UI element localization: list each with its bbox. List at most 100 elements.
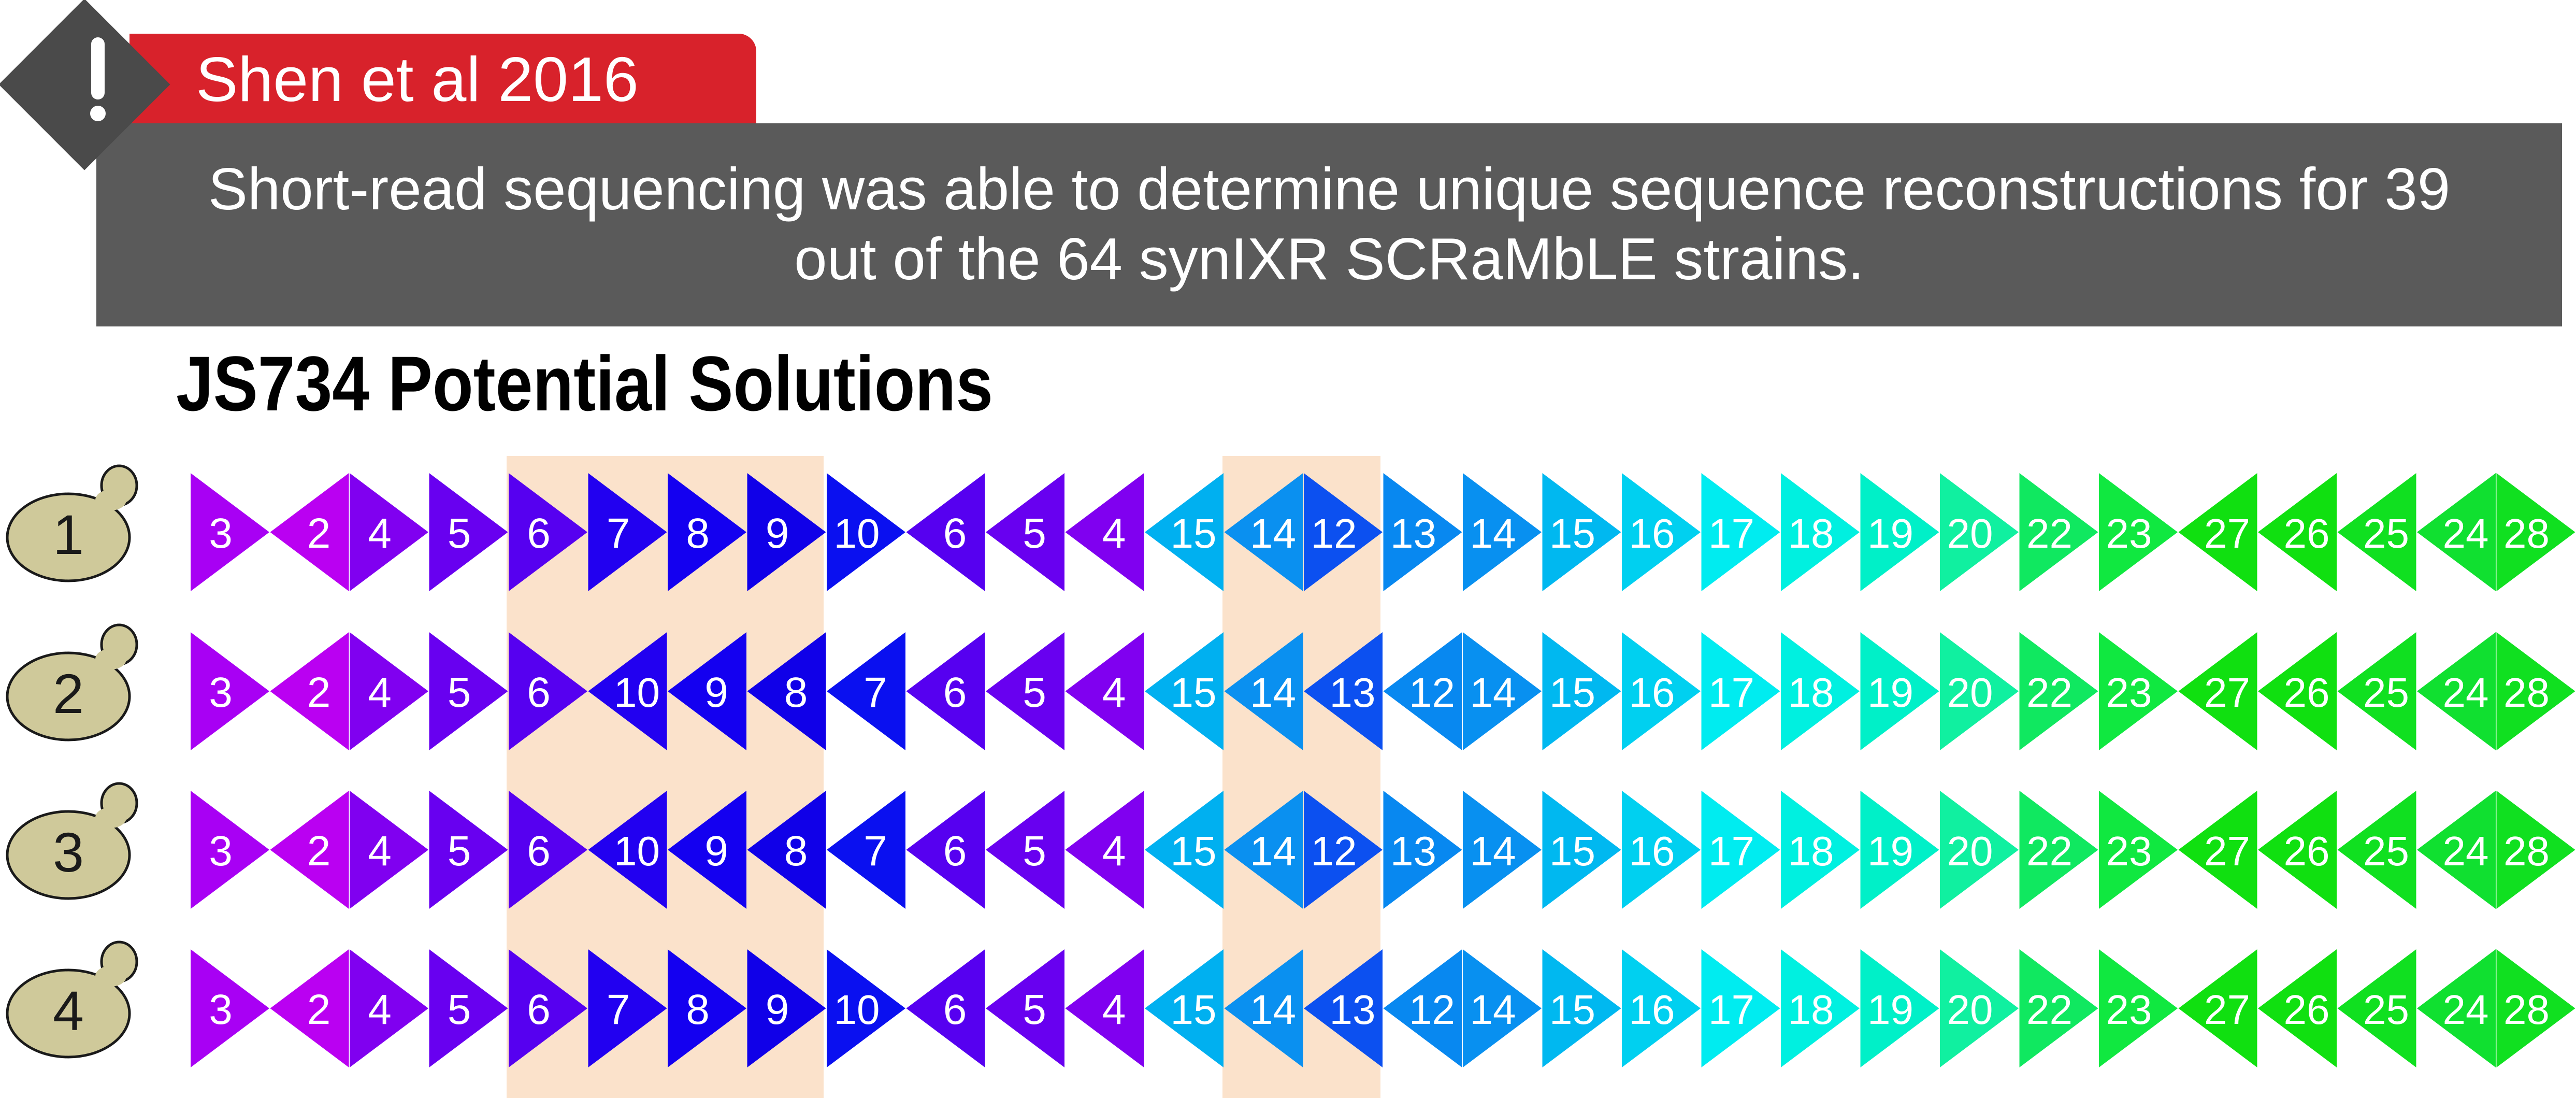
segment-label: 2 [307, 510, 331, 557]
segment-label: 12 [1409, 987, 1455, 1033]
segment-triangle [2099, 949, 2178, 1067]
segment-triangle [1622, 949, 1701, 1067]
segment-label: 5 [448, 669, 471, 716]
segment-label: 15 [1171, 510, 1217, 557]
segment-triangle [270, 473, 349, 591]
segment-triangle [1463, 473, 1542, 591]
solution-label: 1 [53, 503, 84, 566]
segment-label: 16 [1629, 987, 1675, 1033]
segment-triangle [2258, 949, 2337, 1067]
segment-triangle [747, 632, 826, 750]
segment-triangle [1781, 632, 1860, 750]
segment-triangle [1383, 473, 1462, 591]
segment-triangle [906, 473, 985, 591]
segment-triangle [1304, 632, 1383, 750]
segment-label: 25 [2363, 828, 2409, 874]
segment-label: 20 [1947, 987, 1993, 1033]
segment-label: 13 [1390, 510, 1436, 557]
segment-triangle [1701, 632, 1780, 750]
segment-triangle [1940, 791, 2019, 909]
segment-triangle [1383, 949, 1462, 1067]
segment-label: 8 [784, 828, 808, 875]
segment-triangle [986, 632, 1064, 750]
segment-triangle [2417, 632, 2496, 750]
segment-label: 13 [1330, 987, 1376, 1033]
segment-triangle [1463, 791, 1542, 909]
segment-triangle [588, 473, 667, 591]
segment-label: 4 [368, 510, 392, 557]
notice-text: Short-read sequencing was able to determ… [96, 154, 2562, 294]
segment-label: 27 [2204, 669, 2250, 716]
segment-triangle [986, 473, 1064, 591]
segment-triangle [2337, 949, 2416, 1067]
segment-triangle [191, 949, 269, 1067]
segment-triangle [2099, 791, 2178, 909]
segment-triangle [2258, 632, 2337, 750]
segment-label: 25 [2363, 510, 2409, 557]
segment-triangle [1940, 632, 2019, 750]
segment-label: 25 [2363, 987, 2409, 1033]
segment-label: 10 [834, 510, 880, 557]
segment-label: 15 [1171, 669, 1217, 716]
segment-triangle [429, 632, 508, 750]
segment-triangle [509, 949, 587, 1067]
segment-label: 28 [2503, 510, 2550, 557]
segment-triangle [2178, 791, 2257, 909]
segment-label: 16 [1629, 510, 1675, 557]
segment-triangle [2178, 473, 2257, 591]
segment-triangle [827, 632, 905, 750]
segment-triangle [2258, 791, 2337, 909]
segment-triangle [827, 949, 905, 1067]
segment-triangle [429, 949, 508, 1067]
segment-label: 7 [864, 669, 887, 716]
segment-label: 8 [686, 986, 710, 1033]
segment-triangle [1065, 473, 1144, 591]
segment-label: 22 [2026, 510, 2073, 557]
segment-label: 12 [1311, 510, 1357, 557]
segment-triangle [191, 632, 269, 750]
segment-label: 6 [527, 669, 551, 716]
segment-triangle [509, 791, 587, 909]
segment-triangle [1940, 473, 2019, 591]
segment-triangle [509, 632, 587, 750]
segment-triangle [588, 949, 667, 1067]
segment-triangle [906, 949, 985, 1067]
segment-label: 2 [307, 828, 331, 875]
segment-triangle [509, 473, 587, 591]
segment-label: 4 [1102, 669, 1126, 716]
segment-label: 19 [1867, 828, 1913, 874]
segment-triangle [1542, 949, 1621, 1067]
segment-label: 23 [2106, 510, 2152, 557]
segment-triangle [2019, 473, 2098, 591]
segment-label: 6 [527, 828, 551, 875]
segment-triangle [747, 791, 826, 909]
segment-triangle [827, 791, 905, 909]
solution-label: 3 [53, 821, 84, 883]
segment-triangle [2019, 632, 2098, 750]
segment-triangle [429, 473, 508, 591]
segment-triangle [906, 791, 985, 909]
segment-label: 15 [1549, 987, 1595, 1033]
yeast-cell-icon [6, 464, 138, 582]
segment-triangle [2099, 632, 2178, 750]
solution-label: 4 [53, 979, 84, 1042]
citation-text: Shen et al 2016 [196, 44, 639, 115]
segment-label: 15 [1549, 828, 1595, 874]
segment-triangle [1860, 791, 1939, 909]
section-title: JS734 Potential Solutions [176, 340, 994, 427]
segment-label: 18 [1788, 987, 1834, 1033]
segment-label: 19 [1867, 510, 1913, 557]
segment-triangle [2496, 473, 2575, 591]
segment-triangle [2496, 949, 2575, 1067]
segment-triangle [1145, 473, 1224, 591]
segment-label: 23 [2106, 669, 2152, 716]
segment-triangle [350, 949, 428, 1067]
solution-row: 3 3 2 4 5 6 10 9 8 7 6 5 4 15 14 12 13 14 15 16 17 18 19 20 22 23… [6, 782, 2575, 909]
segment-label: 23 [2106, 828, 2152, 874]
segment-triangle [1701, 791, 1780, 909]
segment-label: 4 [368, 828, 392, 875]
solution-label: 2 [53, 662, 84, 725]
segment-triangle [1542, 632, 1621, 750]
exclamation-dot [90, 106, 106, 121]
